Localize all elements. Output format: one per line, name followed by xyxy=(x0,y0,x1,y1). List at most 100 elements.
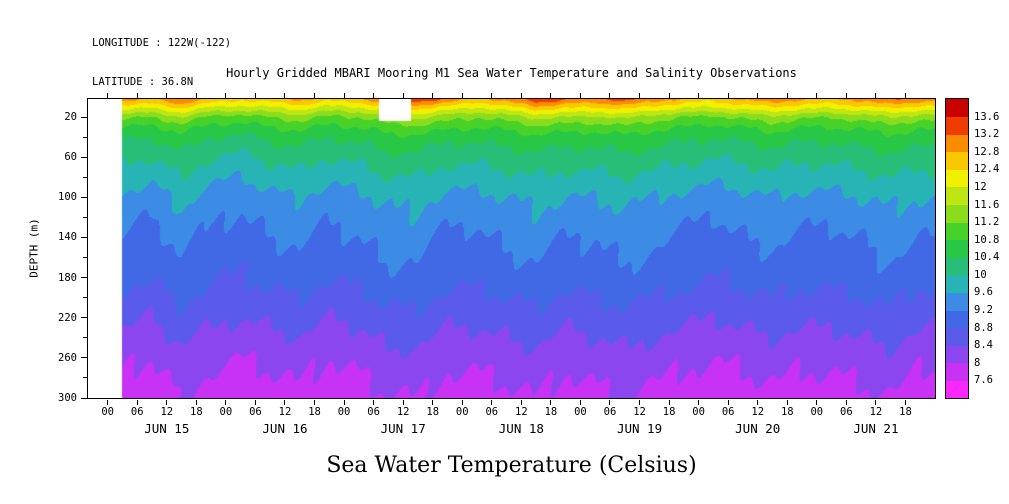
x-tick-mark-top xyxy=(107,93,109,98)
x-tick-label: 12 xyxy=(515,406,528,418)
x-tick-mark-top xyxy=(727,93,729,98)
x-tick-mark xyxy=(579,400,581,405)
x-tick-label: 18 xyxy=(544,406,558,418)
x-tick-mark xyxy=(875,400,877,405)
x-tick-mark-top xyxy=(757,93,759,98)
x-tick-label: 06 xyxy=(840,406,853,418)
colorbar-label: 11.6 xyxy=(974,198,1000,211)
y-tick-mark xyxy=(81,277,88,279)
x-tick-mark xyxy=(668,400,670,405)
x-tick-mark xyxy=(609,400,611,405)
temperature-contour-canvas xyxy=(87,98,936,399)
x-tick-mark-top xyxy=(875,93,877,98)
x-tick-label: 06 xyxy=(485,406,499,418)
x-tick-label: 12 xyxy=(869,406,883,418)
x-tick-mark xyxy=(432,400,434,405)
colorbar-label: 12 xyxy=(974,180,987,193)
colorbar-cell xyxy=(946,292,968,311)
y-tick-mark xyxy=(81,236,88,238)
x-tick-mark-top xyxy=(491,93,493,98)
x-tick-label: 00 xyxy=(337,406,351,418)
x-tick-mark xyxy=(402,400,404,405)
y-tick-mark xyxy=(81,116,88,118)
x-tick-mark-top xyxy=(816,93,818,98)
x-tick-label: 18 xyxy=(190,406,203,418)
x-tick-label: 06 xyxy=(130,406,144,418)
x-tick-mark xyxy=(727,400,729,405)
x-tick-label: 00 xyxy=(692,406,705,418)
y-tick-mark xyxy=(81,196,88,198)
colorbar-cell xyxy=(946,257,968,276)
x-tick-mark-top xyxy=(845,93,847,98)
colorbar-cell xyxy=(946,134,968,153)
x-tick-mark xyxy=(520,400,522,405)
x-tick-label: 06 xyxy=(249,406,262,418)
x-tick-label: 12 xyxy=(633,406,646,418)
colorbar-label: 13.2 xyxy=(974,128,1000,141)
x-tick-mark xyxy=(639,400,641,405)
x-tick-label: 00 xyxy=(219,406,233,418)
x-tick-label: 00 xyxy=(101,406,115,418)
y-tick-label: 100 xyxy=(58,191,77,204)
x-tick-mark xyxy=(550,400,552,405)
colorbar-label: 8 xyxy=(974,356,981,369)
x-tick-label: 18 xyxy=(899,406,912,418)
x-tick-mark xyxy=(845,400,847,405)
x-tick-mark xyxy=(786,400,788,405)
x-day-label: JUN 15 xyxy=(144,421,190,436)
colorbar xyxy=(945,98,969,399)
y-tick-label: 220 xyxy=(58,311,77,324)
y-minor-tick-mark xyxy=(83,136,88,138)
x-tick-mark-top xyxy=(698,93,700,98)
colorbar-label: 8.4 xyxy=(974,339,993,352)
x-tick-mark-top xyxy=(314,93,316,98)
x-tick-mark-top xyxy=(786,93,788,98)
x-tick-mark xyxy=(225,400,227,405)
x-day-label: JUN 18 xyxy=(498,421,544,436)
y-tick-mark xyxy=(81,156,88,158)
x-tick-label: 12 xyxy=(278,406,292,418)
y-tick-mark xyxy=(81,357,88,359)
x-tick-mark xyxy=(136,400,138,405)
x-tick-mark-top xyxy=(461,93,463,98)
colorbar-label: 12.8 xyxy=(974,145,1000,158)
chart-caption: Sea Water Temperature (Celsius) xyxy=(326,453,697,478)
colorbar-cell xyxy=(946,239,968,258)
x-tick-label: 00 xyxy=(810,406,824,418)
colorbar-cell xyxy=(946,151,968,170)
x-tick-mark-top xyxy=(136,93,138,98)
x-tick-label: 18 xyxy=(308,406,321,418)
y-tick-mark xyxy=(81,317,88,319)
x-tick-label: 00 xyxy=(574,406,587,418)
x-tick-mark xyxy=(254,400,256,405)
y-minor-tick-mark xyxy=(83,176,88,178)
x-tick-mark-top xyxy=(432,93,434,98)
x-day-label: JUN 21 xyxy=(853,421,899,436)
y-minor-tick-mark xyxy=(83,337,88,339)
x-day-label: JUN 20 xyxy=(735,421,781,436)
colorbar-label: 9.2 xyxy=(974,304,993,317)
x-tick-mark-top xyxy=(520,93,522,98)
x-tick-mark-top xyxy=(904,93,906,98)
x-tick-mark xyxy=(757,400,759,405)
colorbar-cell xyxy=(946,204,968,223)
colorbar-label: 9.6 xyxy=(974,286,993,299)
latitude-line: LATITUDE : 36.8N xyxy=(92,76,194,88)
x-tick-mark-top xyxy=(639,93,641,98)
x-tick-label: 12 xyxy=(396,406,410,418)
y-tick-mark xyxy=(81,397,88,399)
y-minor-tick-mark xyxy=(83,216,88,218)
depth-axis-label: DEPTH (m) xyxy=(27,218,41,278)
colorbar-label: 13.6 xyxy=(974,110,1000,123)
x-tick-mark-top xyxy=(373,93,375,98)
x-tick-mark xyxy=(107,400,109,405)
colorbar-cell xyxy=(946,274,968,293)
y-tick-label: 260 xyxy=(58,351,77,364)
y-tick-label: 180 xyxy=(58,271,77,284)
x-tick-label: 18 xyxy=(426,406,440,418)
x-tick-mark xyxy=(461,400,463,405)
x-tick-label: 00 xyxy=(455,406,469,418)
x-day-label: JUN 17 xyxy=(380,421,426,436)
colorbar-label: 10.4 xyxy=(974,251,1000,264)
